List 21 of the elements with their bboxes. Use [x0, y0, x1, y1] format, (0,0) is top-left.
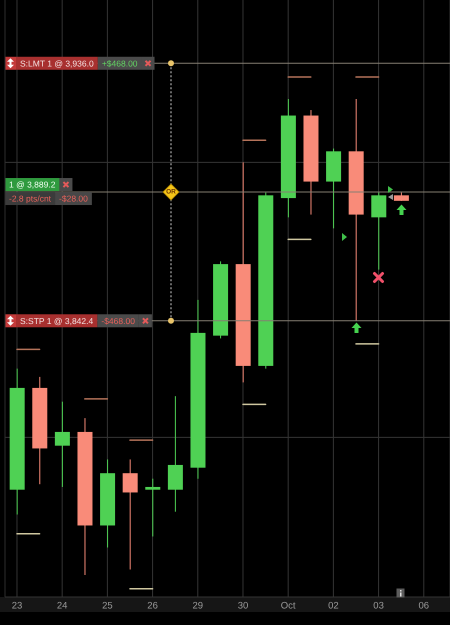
candlestick — [54, 401, 70, 488]
x-tick-label: 03 — [373, 600, 384, 612]
x-tick-label: 25 — [102, 600, 113, 612]
x-tick-label: 30 — [238, 600, 248, 612]
ref-line-label: 1 @ 3,889.2 — [9, 180, 56, 190]
annotation: -2.8 pts/cnt — [9, 194, 52, 204]
candlestick — [371, 192, 386, 270]
x-tick-label: 23 — [12, 600, 22, 612]
ref-line-label: S:STP 1 @ 3,842.4 — [20, 316, 94, 326]
candlestick — [122, 458, 138, 570]
x-tick-label: 29 — [192, 600, 204, 612]
annotation: -$28.00 — [59, 194, 88, 204]
x-tick-label: Oct — [280, 600, 296, 612]
x-tick-label: 02 — [328, 600, 339, 612]
annotation: +$468.00 — [102, 58, 138, 68]
x-tick-label: 24 — [56, 600, 68, 612]
x-tick-label: 06 — [418, 600, 430, 612]
annotation: -$468.00 — [101, 316, 136, 326]
x-tick-label: 26 — [147, 600, 158, 612]
candlestick — [145, 478, 160, 537]
ref-line-label: S:LMT 1 @ 3,936.0 — [20, 58, 94, 68]
